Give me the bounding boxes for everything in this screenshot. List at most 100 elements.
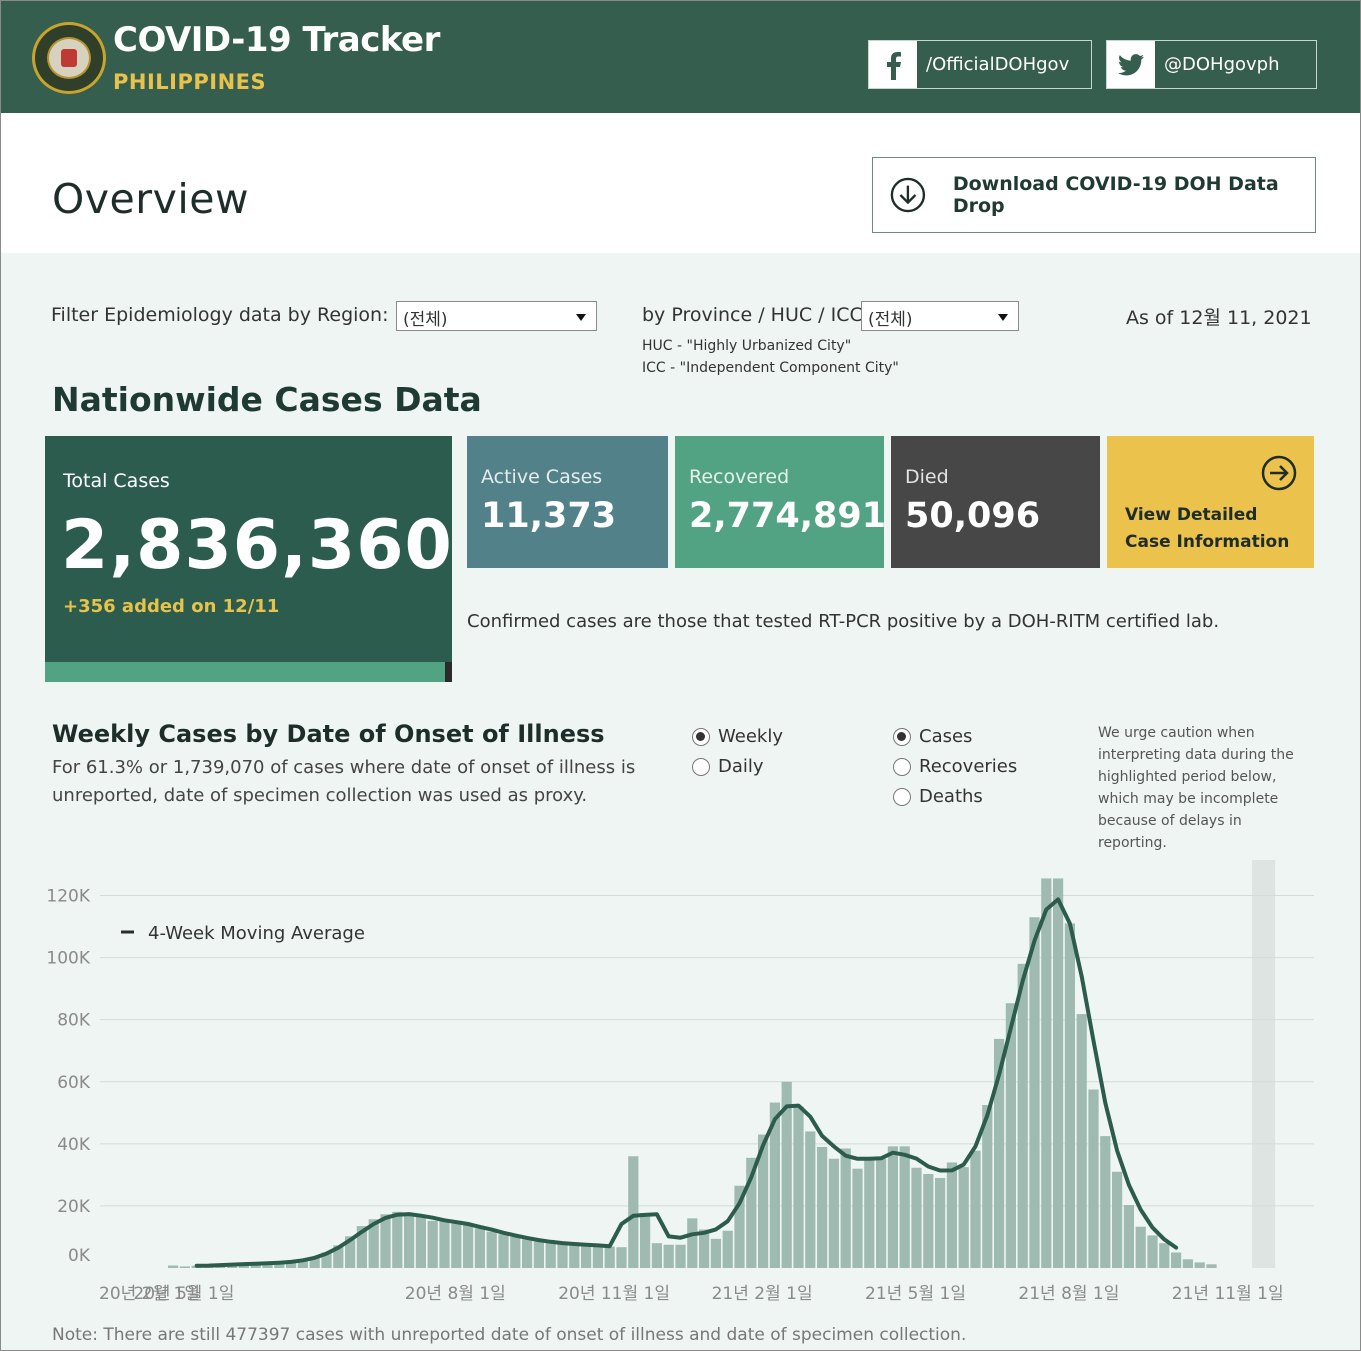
weekly-cases-bar xyxy=(805,1131,816,1268)
region-select[interactable]: (전체) xyxy=(396,301,597,331)
card-accent-edge xyxy=(445,662,452,682)
weekly-cases-bar xyxy=(946,1162,957,1268)
weekly-cases-bar xyxy=(817,1146,828,1268)
weekly-cases-bar xyxy=(533,1241,544,1268)
facebook-link[interactable]: /OfficialDOHgov xyxy=(868,40,1092,89)
y-tick-label: 80K xyxy=(57,1011,91,1031)
weekly-cases-bar xyxy=(392,1211,403,1268)
weekly-cases-bar xyxy=(828,1158,839,1268)
radio-dot xyxy=(893,727,911,746)
region-select-value: (전체) xyxy=(403,310,448,330)
x-tick-label: 20년 5월 1일 xyxy=(133,1284,234,1304)
top-header: COVID-19 Tracker PHILIPPINES /OfficialDO… xyxy=(0,0,1361,113)
weekly-cases-bar xyxy=(958,1167,969,1268)
legend-label: 4-Week Moving Average xyxy=(148,923,365,944)
weekly-cases-bar xyxy=(522,1239,533,1268)
weekly-cases-bar xyxy=(887,1146,898,1268)
radio-daily[interactable]: Daily xyxy=(692,756,764,777)
chevron-down-icon xyxy=(576,314,586,321)
incomplete-period-band xyxy=(1252,860,1276,1268)
twitter-link[interactable]: @DOHgovph xyxy=(1106,40,1317,89)
weekly-cases-bar xyxy=(651,1243,662,1268)
weekly-cases-bar xyxy=(557,1243,568,1268)
radio-deaths-label: Deaths xyxy=(919,786,983,807)
weekly-cases-bar xyxy=(699,1229,710,1268)
province-select[interactable]: (전체) xyxy=(861,301,1019,331)
download-data-drop-button[interactable]: Download COVID-19 DOH Data Drop xyxy=(872,157,1316,233)
weekly-cases-bar xyxy=(569,1244,580,1268)
weekly-cases-bar xyxy=(345,1236,356,1268)
download-circle-icon xyxy=(890,177,926,213)
weekly-cases-bar xyxy=(404,1213,415,1268)
x-tick-label: 20년 2월 1일 xyxy=(99,1284,200,1304)
weekly-cases-bar xyxy=(1017,963,1028,1268)
weekly-cases-bar xyxy=(687,1218,698,1268)
total-cases-added: +356 added on 12/11 xyxy=(63,596,280,617)
radio-dot xyxy=(893,757,911,776)
page-title: Overview xyxy=(52,175,250,223)
weekly-cases-bar xyxy=(911,1167,922,1268)
app-title: COVID-19 Tracker xyxy=(113,20,440,60)
moving-average-line xyxy=(194,897,1179,1268)
weekly-cases-bar xyxy=(498,1234,509,1268)
weekly-cases-bar xyxy=(415,1216,426,1268)
weekly-cases-bar xyxy=(179,1266,190,1268)
weekly-cases-bar xyxy=(545,1243,556,1268)
weekly-cases-bar xyxy=(864,1159,875,1268)
weekly-cases-bar xyxy=(1064,923,1075,1268)
weekly-cases-bar xyxy=(581,1245,592,1268)
y-tick-label: 120K xyxy=(46,887,90,907)
radio-cases-label: Cases xyxy=(919,726,973,747)
radio-cases[interactable]: Cases xyxy=(893,726,972,747)
weekly-cases-bar xyxy=(1005,1003,1016,1268)
as-of-date: As of 12월 11, 2021 xyxy=(1126,307,1312,329)
radio-daily-label: Daily xyxy=(718,756,764,777)
weekly-cases-bar xyxy=(722,1230,733,1268)
arrow-right-circle-icon xyxy=(1261,455,1297,491)
icc-note: ICC - "Independent Component City" xyxy=(642,360,899,376)
weekly-cases-bar xyxy=(1182,1259,1193,1268)
weekly-cases-bar xyxy=(1029,917,1040,1268)
weekly-cases-bar xyxy=(758,1134,769,1268)
province-filter-label: by Province / HUC / ICC: xyxy=(642,304,870,326)
view-detailed-case-button[interactable]: View Detailed Case Information xyxy=(1107,436,1314,568)
weekly-cases-bar xyxy=(451,1223,462,1268)
weekly-cases-bar xyxy=(781,1081,792,1268)
download-label: Download COVID-19 DOH Data Drop xyxy=(952,173,1279,217)
weekly-cases-bar xyxy=(1135,1226,1146,1268)
radio-weekly[interactable]: Weekly xyxy=(692,726,783,747)
weekly-cases-bar xyxy=(876,1158,887,1268)
x-tick-label: 20년 8월 1일 xyxy=(405,1284,506,1304)
confirmed-cases-note: Confirmed cases are those that tested RT… xyxy=(467,611,1220,632)
radio-deaths[interactable]: Deaths xyxy=(893,786,983,807)
twitter-handle: @DOHgovph xyxy=(1164,54,1280,75)
weekly-cases-bar xyxy=(734,1185,745,1268)
facebook-icon xyxy=(869,41,917,88)
facebook-handle: /OfficialDOHgov xyxy=(926,54,1070,75)
weekly-cases-bar xyxy=(309,1256,320,1268)
died-value: 50,096 xyxy=(905,496,1041,536)
region-filter-label: Filter Epidemiology data by Region: xyxy=(51,304,389,326)
weekly-cases-bar xyxy=(899,1146,910,1268)
y-tick-label: 100K xyxy=(46,949,90,969)
died-card: Died 50,096 xyxy=(891,436,1100,568)
recovered-value: 2,774,891 xyxy=(689,496,887,536)
weekly-cases-bar xyxy=(1100,1136,1111,1268)
doh-seal-logo xyxy=(32,22,106,94)
active-cases-label: Active Cases xyxy=(481,466,603,488)
weekly-cases-bar xyxy=(474,1228,485,1268)
weekly-cases-bar xyxy=(463,1224,474,1268)
weekly-chart-description: For 61.3% or 1,739,070 of cases where da… xyxy=(52,757,636,806)
x-tick-label: 21년 2월 1일 xyxy=(712,1284,813,1304)
weekly-cases-bar xyxy=(1159,1243,1170,1268)
weekly-cases-bar xyxy=(262,1263,273,1268)
radio-weekly-label: Weekly xyxy=(718,726,783,747)
weekly-cases-bar xyxy=(982,1105,993,1268)
weekly-cases-bar xyxy=(1076,1014,1087,1268)
radio-recoveries[interactable]: Recoveries xyxy=(893,756,1017,777)
y-tick-label: 60K xyxy=(57,1073,91,1093)
y-tick-label: 20K xyxy=(57,1197,91,1217)
x-tick-label: 20년 11월 1일 xyxy=(558,1284,670,1304)
twitter-icon xyxy=(1107,41,1155,88)
card-accent-bar xyxy=(45,662,445,682)
